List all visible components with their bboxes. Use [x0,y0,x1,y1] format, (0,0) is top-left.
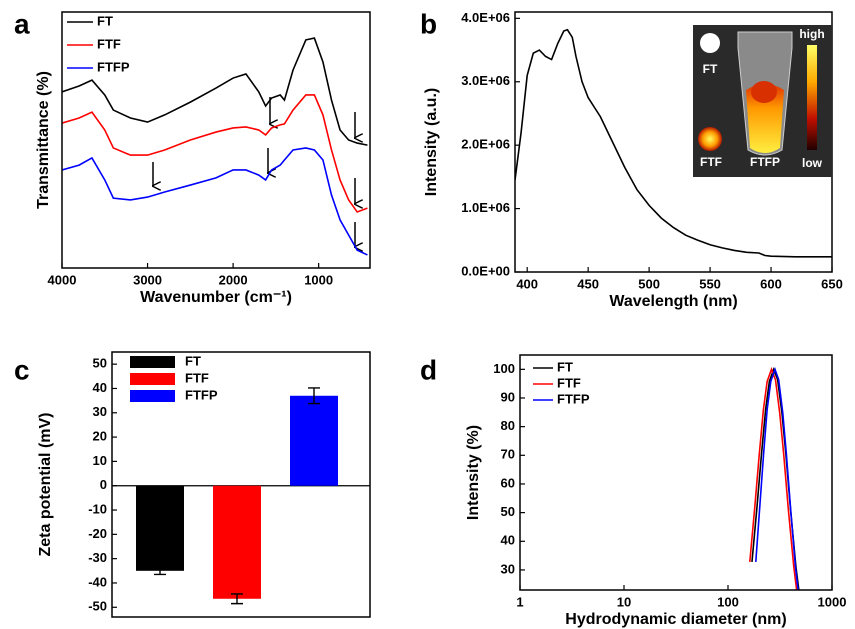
y-tick-label: 0 [100,477,107,492]
inset-label: FTFP [750,155,780,169]
plot-frame [61,11,371,269]
y-tick-label: -50 [88,599,107,614]
x-tick-label: 400 [516,276,538,291]
y-tick-label: 50 [93,356,107,371]
y-axis-title: Intensity (a.u.) [423,88,440,196]
plot-frame [111,351,371,618]
x-tick-label: 500 [638,276,660,291]
y-tick-label: 60 [501,475,515,490]
legend-label: FTF [557,375,581,390]
x-tick-label: 100 [717,594,739,609]
y-tick-label: 40 [501,533,515,548]
panel-letter: d [420,354,437,385]
y-tick-label: 10 [93,453,107,468]
y-tick-label: -20 [88,526,107,541]
inset-label: FT [703,62,718,76]
legend-label: FTFP [97,59,130,74]
legend-label: FTFP [557,391,590,406]
y-tick-label: -10 [88,501,107,516]
x-tick-label: 1000 [818,594,847,609]
x-tick-label: 1000 [304,272,333,287]
y-tick-label: 70 [501,447,515,462]
arrows [153,97,355,247]
y-tick-label: 50 [501,504,515,519]
y-tick-label: 30 [93,404,107,419]
y-tick-label: 80 [501,418,515,433]
x-tick-label: 2000 [219,272,248,287]
colorbar [807,45,817,150]
y-tick-label: 3.0E+06 [461,73,510,88]
inset-label: FTF [700,155,722,169]
data-line [748,367,798,590]
bar [136,485,184,571]
data-line [515,28,832,258]
y-tick-label: 1.0E+06 [461,200,510,215]
sample-ft [700,33,720,53]
error-bar [308,387,320,405]
data-line [62,147,368,256]
x-axis-title: Hydrodynamic diameter (nm) [565,611,786,628]
x-tick-label: 600 [760,276,782,291]
x-tick-label: 4000 [48,272,77,287]
legend-swatch [130,356,175,368]
y-axis-title: Zeta potential (mV) [37,412,54,556]
y-tick-label: 20 [93,429,107,444]
data-line [62,37,368,146]
legend-label: FT [185,353,201,368]
bar [290,395,338,486]
legend-label: FTF [97,36,121,51]
y-axis-title: Transmittance (%) [35,71,52,209]
y-tick-label: 4.0E+06 [461,10,510,25]
panel-letter: b [420,8,437,39]
y-tick-label: 0.0E+00 [461,263,510,278]
x-axis-title: Wavenumber (cm⁻¹) [140,289,292,306]
plot-frame [519,354,833,591]
y-tick-label: 90 [501,389,515,404]
x-tick-label: 3000 [133,272,162,287]
x-tick-label: 10 [617,594,631,609]
y-tick-label: 30 [501,561,515,576]
panel-letter: a [14,8,30,39]
legend-label: FT [97,13,113,28]
data-line [62,94,368,213]
x-tick-label: 550 [699,276,721,291]
inset-image: FT FTF FTFP high low [693,25,832,177]
error-bar [231,593,243,605]
bar [213,485,261,599]
x-tick-label: 1 [516,594,523,609]
sample-ftfp [746,84,784,153]
y-tick-label: -30 [88,550,107,565]
legend-label: FTFP [185,387,218,402]
legend-label: FTF [185,370,209,385]
x-tick-label: 450 [577,276,599,291]
y-tick-label: 2.0E+06 [461,137,510,152]
y-tick-label: 40 [93,380,107,395]
legend-swatch [130,373,175,385]
legend-label: FT [557,359,573,374]
inset-label: high [799,27,824,41]
panel-letter: c [14,354,30,385]
error-bar [154,566,166,576]
sample-ftfp-top [751,81,777,103]
inset-label: low [802,156,823,170]
legend-swatch [130,390,175,402]
x-tick-label: 650 [821,276,843,291]
x-axis-title: Wavelength (nm) [609,293,737,310]
y-axis-title: Intensity (%) [465,425,482,520]
data-line [754,366,799,590]
y-tick-label: 100 [493,361,515,376]
y-tick-label: -40 [88,574,107,589]
sample-ftf [698,127,722,151]
